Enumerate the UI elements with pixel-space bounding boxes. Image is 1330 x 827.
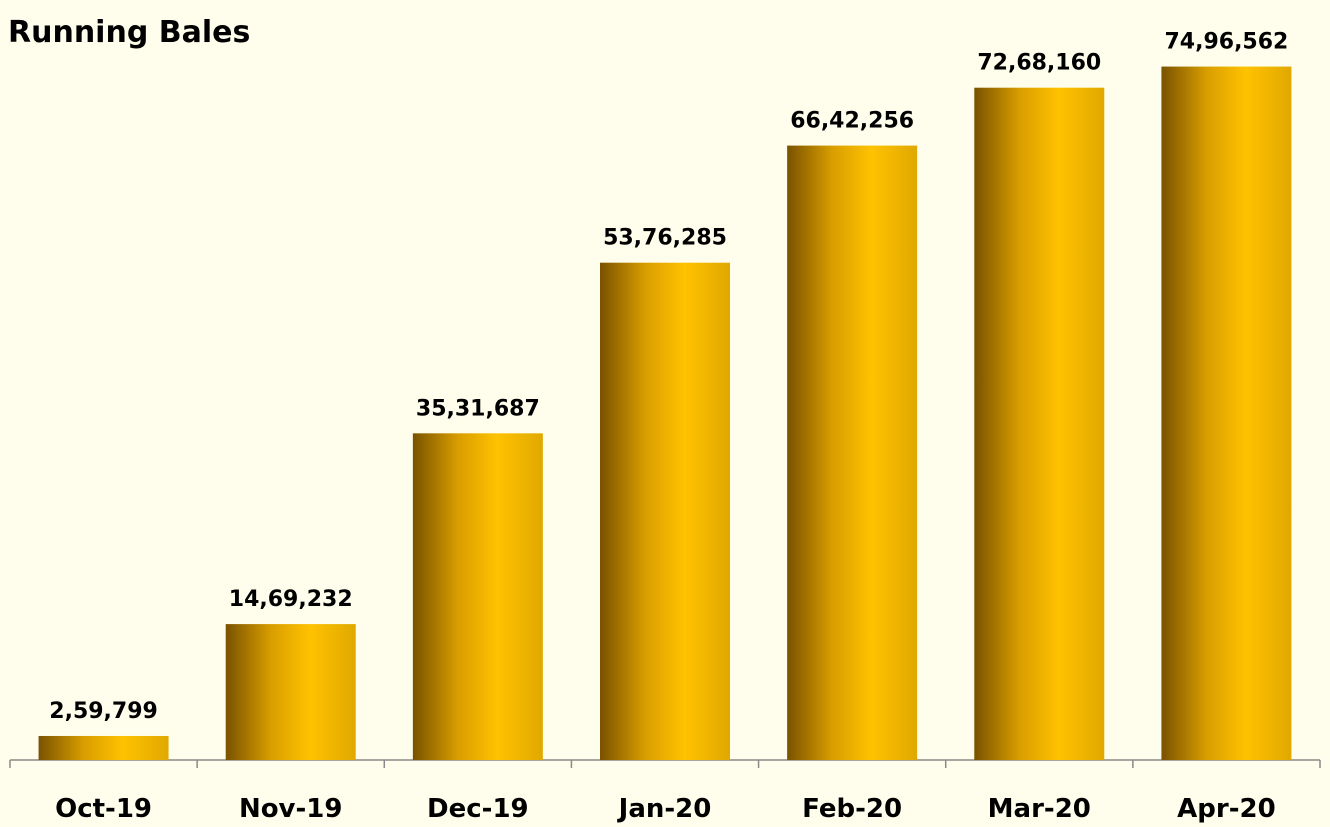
- bar-oct-19: [38, 735, 169, 760]
- data-label-mar-20: 72,68,160: [977, 51, 1101, 76]
- x-tick-label-mar-20: Mar-20: [988, 794, 1091, 824]
- bars: [38, 66, 1292, 761]
- x-tick-label-feb-20: Feb-20: [802, 794, 902, 824]
- data-labels: 2,59,799 14,69,232 35,31,687 53,76,285 66,42…: [49, 30, 1288, 724]
- data-label-jan-20: 53,76,285: [603, 226, 727, 251]
- data-label-nov-19: 14,69,232: [229, 587, 353, 612]
- data-label-oct-19: 2,59,799: [49, 699, 158, 724]
- x-tick-labels: Oct-19 Nov-19 Dec-19 Jan-20 Feb-20 Mar-20 Apr-…: [55, 794, 1276, 824]
- x-tick-label-jan-20: Jan-20: [617, 794, 712, 824]
- x-tick-label-dec-19: Dec-19: [427, 794, 529, 824]
- bar-feb-20: [787, 145, 918, 761]
- bar-mar-20: [974, 87, 1105, 761]
- x-tick-label-apr-20: Apr-20: [1177, 794, 1276, 824]
- data-label-feb-20: 66,42,256: [790, 109, 914, 134]
- bar-dec-19: [412, 433, 543, 760]
- x-tick-label-nov-19: Nov-19: [239, 794, 343, 824]
- bar-nov-19: [225, 624, 356, 760]
- x-tick-label-oct-19: Oct-19: [55, 794, 152, 824]
- chart-title: Running Bales: [8, 15, 250, 50]
- data-label-dec-19: 35,31,687: [416, 396, 540, 421]
- bar-jan-20: [600, 262, 730, 760]
- x-axis: [9, 759, 1321, 768]
- data-label-apr-20: 74,96,562: [1164, 30, 1288, 55]
- bar-apr-20: [1161, 66, 1292, 761]
